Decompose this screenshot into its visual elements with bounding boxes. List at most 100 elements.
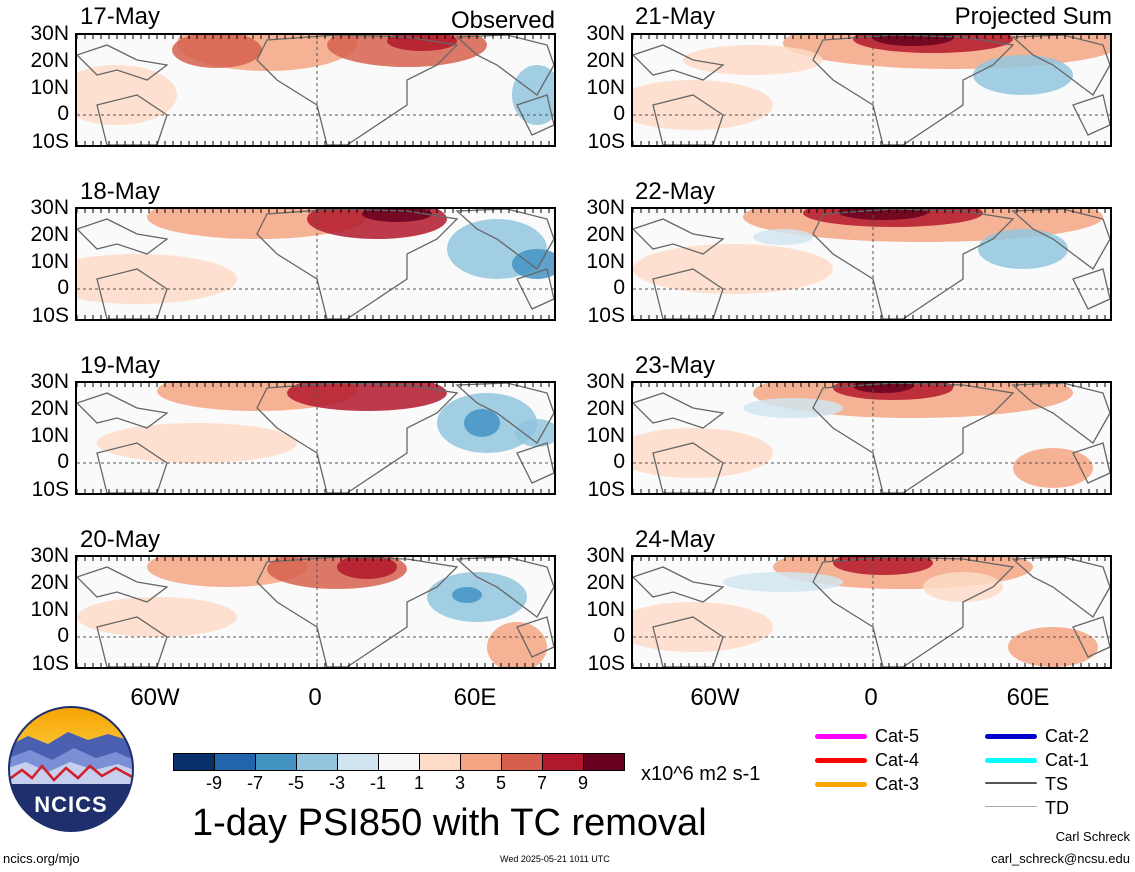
lat-label-left-2-4: 10S [31, 478, 69, 501]
coastline-2 [812, 209, 1015, 319]
legend-label-cat-5: Cat-5 [875, 726, 920, 746]
coastline-2 [812, 383, 1015, 493]
anomaly-blob-1 [172, 35, 262, 68]
coastline-3 [1011, 557, 1110, 618]
legend-line-cat-2 [985, 734, 1037, 739]
map-svg [77, 557, 554, 667]
map-panel-22-may [631, 207, 1112, 321]
lat-label-right-2-3: 0 [613, 450, 625, 473]
map-panel-20-may [75, 555, 556, 669]
coastline-4 [516, 268, 554, 310]
coastline-0 [633, 566, 725, 603]
coastline-0 [77, 218, 169, 255]
lat-label-right-2-2: 10N [586, 424, 625, 447]
panel-date-19-may: 19-May [80, 352, 161, 379]
lat-label-right-2-1: 20N [586, 397, 625, 420]
lat-label-left-3-0: 30N [30, 544, 69, 567]
colorbar-swatch-5 [378, 753, 420, 771]
lat-label-left-0-0: 30N [30, 22, 69, 45]
coastline-1 [96, 442, 168, 493]
lat-label-right-3-1: 20N [586, 571, 625, 594]
chart-title: 1-day PSI850 with TC removal [192, 802, 707, 844]
anomaly-blob-4 [512, 65, 554, 125]
lat-label-left-0-1: 20N [30, 49, 69, 72]
lat-label-right-0-3: 0 [613, 102, 625, 125]
coastline-0 [633, 392, 725, 429]
lat-label-right-0-2: 10N [586, 76, 625, 99]
anomaly-blob-2 [723, 572, 843, 592]
coastline-1 [96, 268, 168, 319]
coastline-2 [812, 557, 1015, 667]
coastline-0 [77, 566, 169, 603]
anomaly-blob-5 [97, 423, 297, 463]
map-panel-23-may [631, 381, 1112, 495]
lat-label-left-1-1: 20N [30, 223, 69, 246]
map-svg [77, 35, 554, 145]
lat-label-right-0-1: 20N [586, 49, 625, 72]
panel-date-22-may: 22-May [635, 178, 716, 205]
coastline-1 [96, 616, 168, 667]
anomaly-blob-5 [77, 65, 177, 125]
lat-label-right-1-0: 30N [586, 196, 625, 219]
coastline-1 [652, 616, 724, 667]
coastline-3 [455, 383, 554, 444]
map-panel-21-may [631, 33, 1112, 147]
lat-label-right-2-4: 10S [587, 478, 625, 501]
colorbar-swatch-3 [296, 753, 338, 771]
anomaly-blob-3 [1008, 627, 1098, 667]
anomaly-blob-5 [77, 254, 237, 304]
lat-label-right-0-4: 10S [587, 130, 625, 153]
colorbar-swatch-7 [460, 753, 502, 771]
lat-label-right-3-0: 30N [586, 544, 625, 567]
coastline-1 [652, 442, 724, 493]
footer-timestamp: Wed 2025-05-21 1011 UTC [500, 854, 610, 864]
panel-date-17-may: 17-May [80, 3, 161, 30]
coastline-0 [633, 44, 725, 81]
coastline-3 [455, 557, 554, 618]
anomaly-blob-2 [337, 557, 397, 579]
lat-label-left-2-0: 30N [30, 370, 69, 393]
colorbar-tick-5: 1 [413, 773, 424, 793]
coastline-2 [812, 35, 1015, 145]
lon-label-60w-left: 60W [130, 684, 180, 711]
panel-date-23-may: 23-May [635, 352, 716, 379]
map-panel-18-may [75, 207, 556, 321]
ncics-logo: NCICS [8, 706, 134, 832]
coastline-0 [77, 392, 169, 429]
anomaly-blob-0 [147, 557, 307, 587]
coastline-3 [1011, 209, 1110, 270]
lat-label-left-0-4: 10S [31, 130, 69, 153]
anomaly-blob-2 [873, 35, 953, 46]
lat-label-right-2-0: 30N [586, 370, 625, 393]
legend-line-cat-3 [815, 782, 867, 787]
footer-email[interactable]: carl_schreck@ncsu.edu [991, 851, 1130, 866]
coastline-1 [96, 94, 168, 145]
lat-label-left-2-2: 10N [30, 424, 69, 447]
colorbar-tick-9: 9 [577, 773, 588, 793]
panel-date-20-may: 20-May [80, 526, 161, 553]
anomaly-blob-1 [287, 383, 447, 411]
colorbar-swatch-2 [255, 753, 297, 771]
legend-label-cat-1: Cat-1 [1045, 750, 1090, 770]
legend-line-cat-4 [815, 758, 867, 763]
anomaly-blob-4 [452, 587, 482, 603]
anomaly-blob-4 [633, 602, 773, 652]
legend-label-cat-4: Cat-4 [875, 750, 920, 770]
colorbar-tick-8: 7 [536, 773, 547, 793]
anomaly-blob-2 [853, 383, 913, 393]
projected-sum-label: Projected Sum [954, 3, 1112, 30]
map-panel-17-may [75, 33, 556, 147]
anomaly-blob-1 [833, 557, 933, 575]
coastline-4 [516, 616, 554, 658]
lon-label-60e-right: 60E [1006, 684, 1050, 711]
lat-label-right-1-3: 0 [613, 276, 625, 299]
lon-label-60w-right: 60W [690, 684, 740, 711]
anomaly-blob-3 [978, 229, 1068, 269]
legend-label-cat-2: Cat-2 [1045, 726, 1090, 746]
footer-url[interactable]: ncics.org/mjo [3, 851, 80, 866]
colorbar-tick-1: -7 [246, 773, 263, 793]
lat-label-left-3-3: 0 [57, 624, 69, 647]
coastline-4 [1072, 94, 1110, 136]
panel-date-24-may: 24-May [635, 526, 716, 553]
footer-author: Carl Schreck [1055, 829, 1130, 844]
